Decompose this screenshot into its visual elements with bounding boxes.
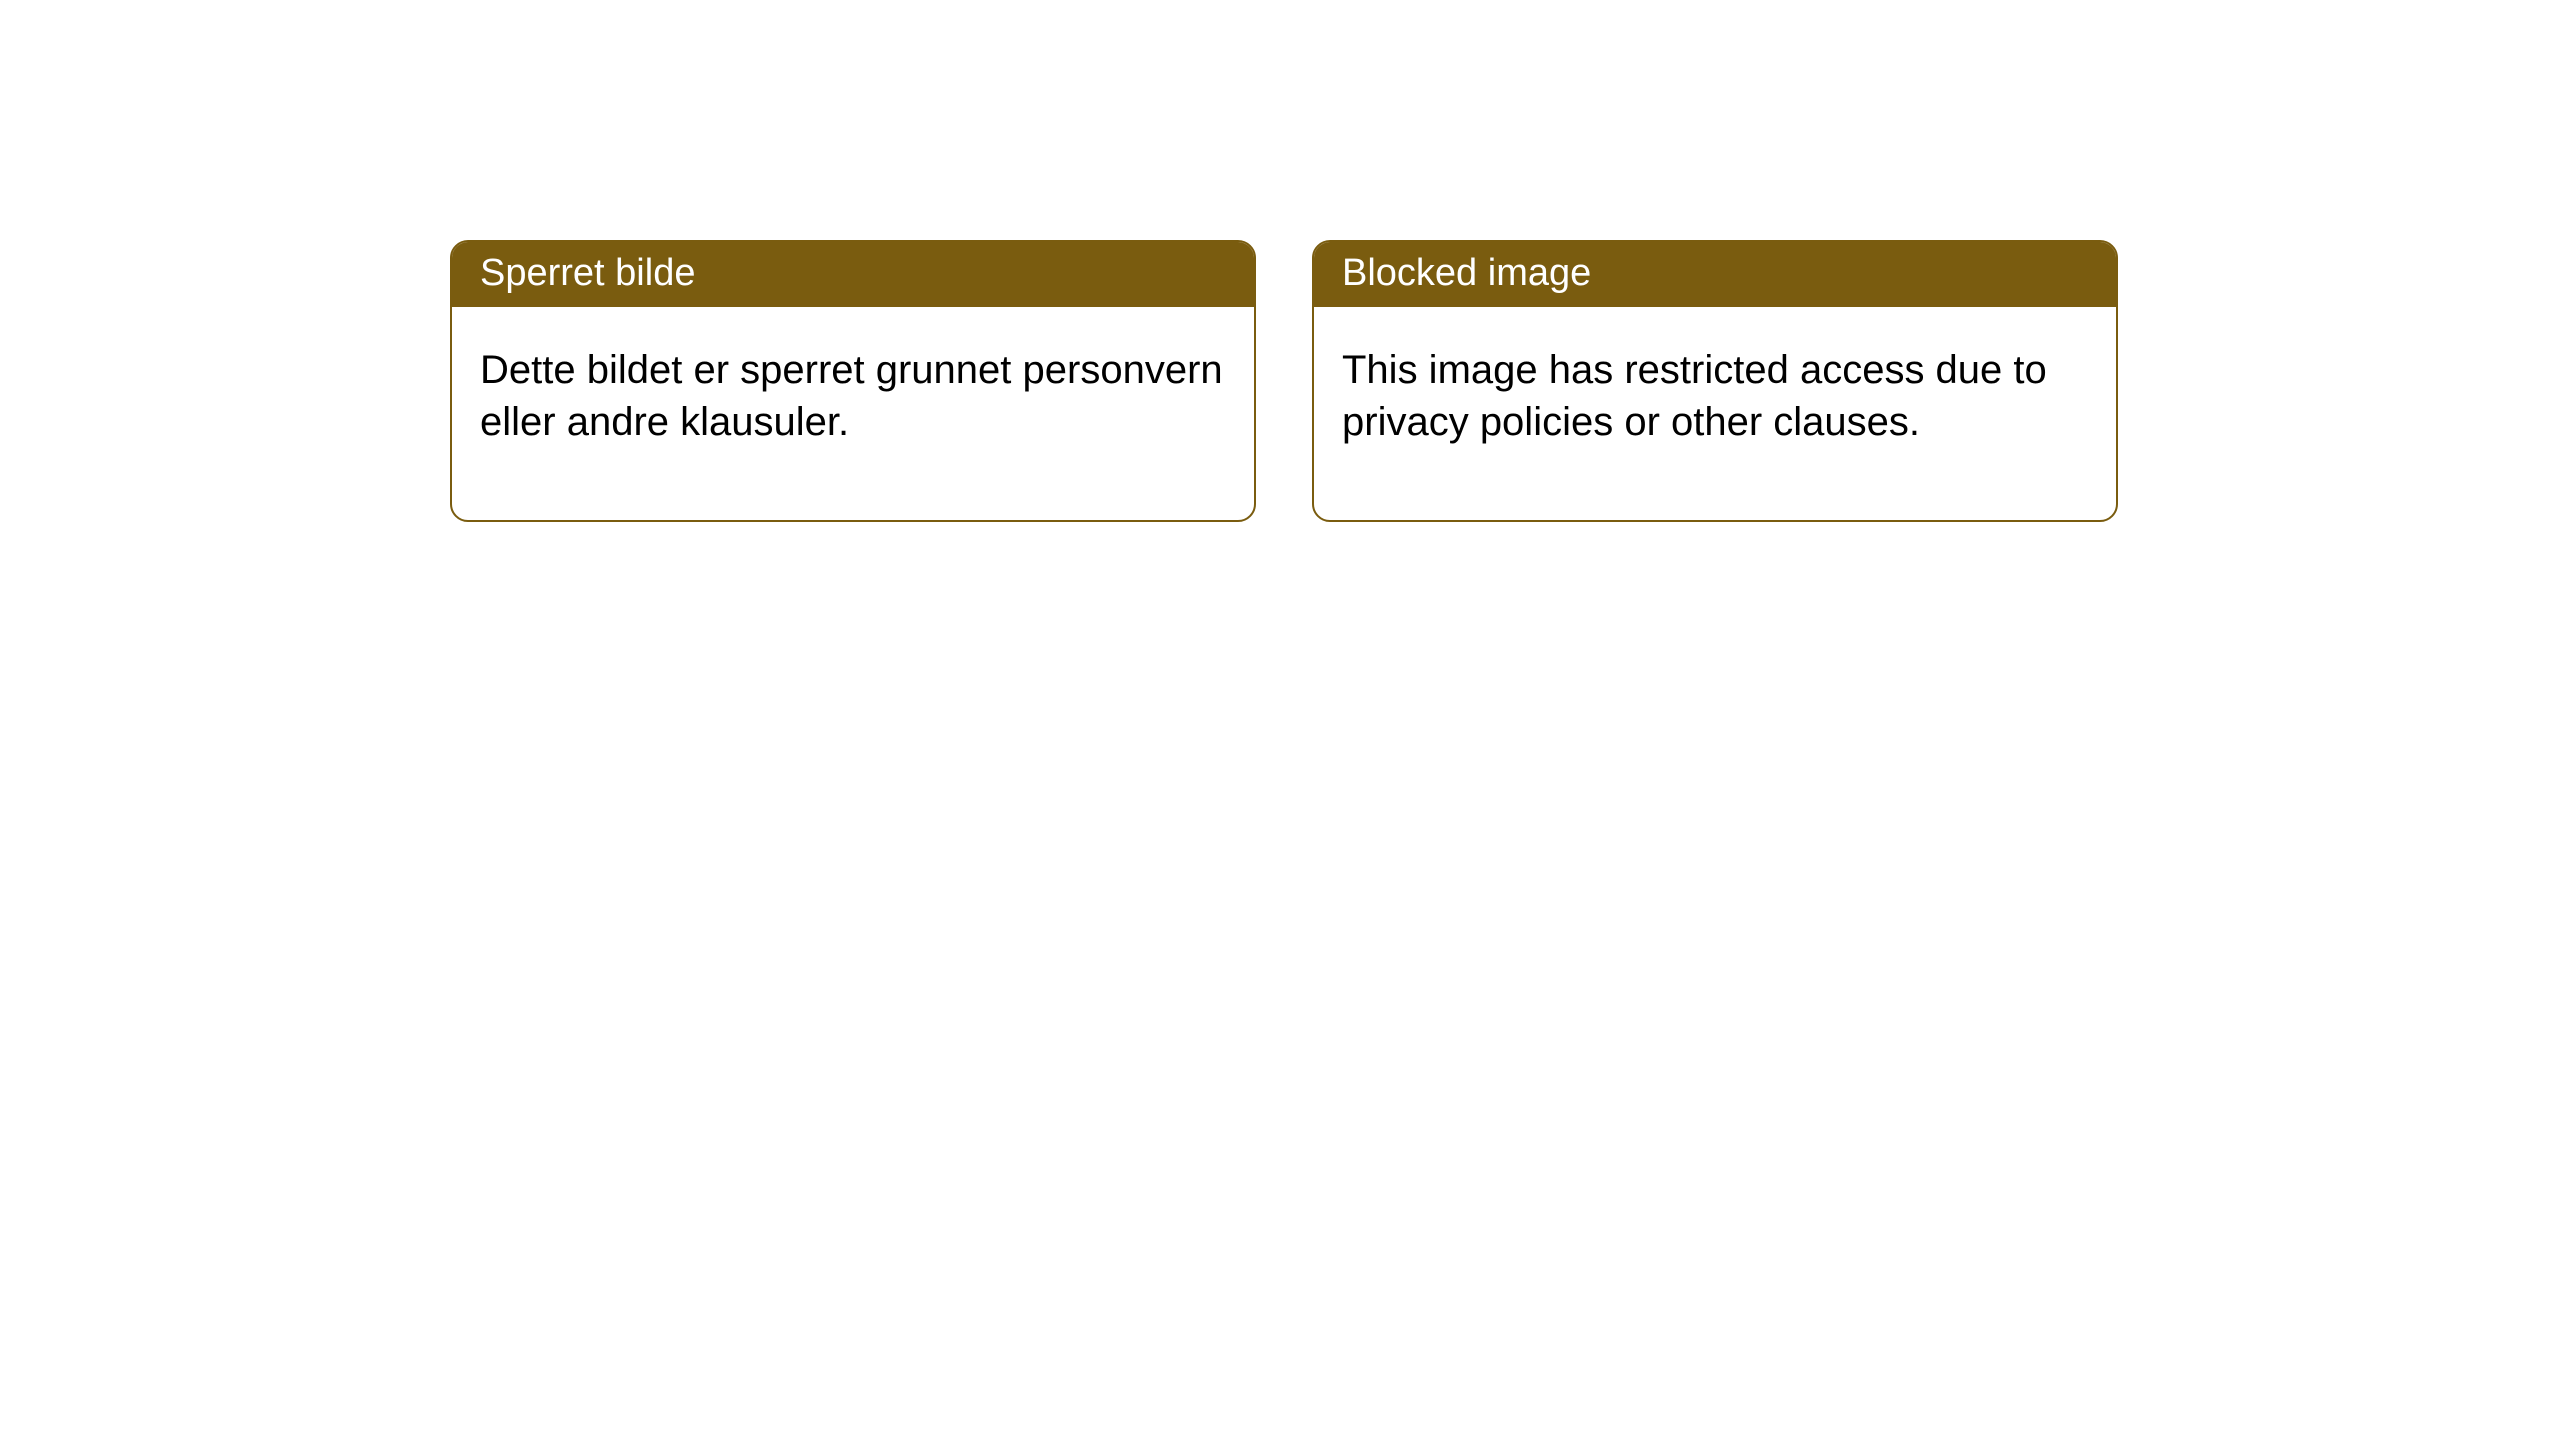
notice-body-norwegian: Dette bildet er sperret grunnet personve… xyxy=(452,307,1254,520)
notice-card-english: Blocked image This image has restricted … xyxy=(1312,240,2118,522)
notice-body-english: This image has restricted access due to … xyxy=(1314,307,2116,520)
notice-container: Sperret bilde Dette bildet er sperret gr… xyxy=(0,0,2560,522)
notice-header-norwegian: Sperret bilde xyxy=(452,242,1254,307)
notice-header-english: Blocked image xyxy=(1314,242,2116,307)
notice-card-norwegian: Sperret bilde Dette bildet er sperret gr… xyxy=(450,240,1256,522)
